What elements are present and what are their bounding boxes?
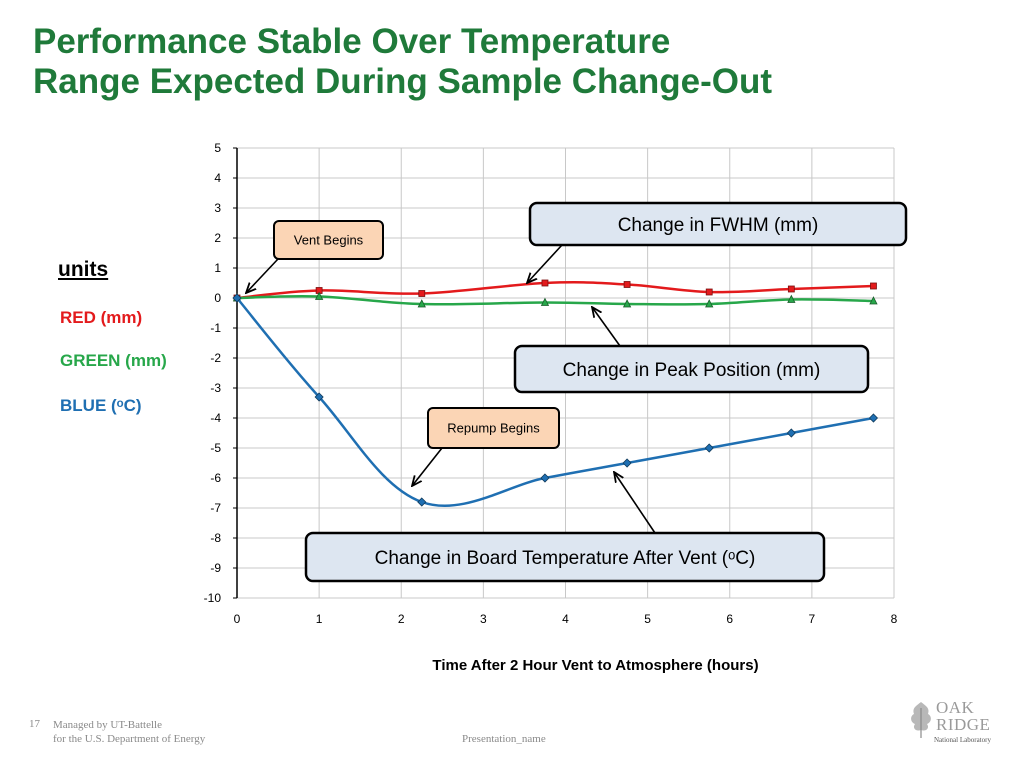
logo-subtitle: National Laboratory xyxy=(934,736,991,744)
x-tick-label: 8 xyxy=(891,612,898,626)
y-tick-label: -2 xyxy=(210,351,221,365)
y-tick-label: 3 xyxy=(214,201,221,215)
callout-box xyxy=(513,344,870,394)
x-tick-label: 1 xyxy=(316,612,323,626)
callout-label: Change in Board Temperature After Vent (… xyxy=(375,548,756,569)
logo-ridge-text: RIDGE xyxy=(936,715,991,734)
y-tick-label: -5 xyxy=(210,441,221,455)
data-point-green xyxy=(314,291,324,300)
callout-box xyxy=(427,407,560,449)
data-point-green xyxy=(417,299,426,308)
callout-label: Repump Begins xyxy=(447,421,540,436)
data-point-red xyxy=(705,288,713,296)
x-tick-label: 3 xyxy=(480,612,487,626)
slide-title-line-2: Range Expected During Sample Change-Out xyxy=(33,62,772,101)
x-tick-label: 5 xyxy=(644,612,651,626)
data-point-red xyxy=(623,281,631,288)
series-line-blue xyxy=(236,297,874,508)
slide-title: Performance Stable Over Temperature Rang… xyxy=(33,22,1013,102)
data-point-green xyxy=(787,294,796,303)
series-line-red xyxy=(236,281,874,300)
callout-arrow xyxy=(592,307,621,347)
footer-line-2: for the U.S. Department of Energy xyxy=(53,733,206,745)
line-chart: 5 4 3 2 1 0 -1 -2 -3 -4 -5 -6 -7 -8 -9 -10 0 1 2 3 4 5 6 7 8 Time… xyxy=(204,141,908,674)
x-axis-label: Time After 2 Hour Vent to Atmosphere (ho… xyxy=(432,657,758,674)
presentation-name: Presentation_name xyxy=(462,733,546,745)
ornl-logo: OAK RIDGE National Laboratory xyxy=(908,698,1008,748)
series-line-green xyxy=(236,294,874,306)
callout-arrow xyxy=(246,258,279,293)
data-point-blue xyxy=(786,428,796,438)
data-point-green xyxy=(705,299,714,308)
callout-arrow xyxy=(527,244,563,283)
y-tick-label: 1 xyxy=(214,261,221,275)
y-tick-label: 2 xyxy=(214,231,221,245)
data-point-green xyxy=(540,297,550,306)
units-heading: units xyxy=(58,258,109,281)
data-point-red xyxy=(418,290,426,297)
data-point-red xyxy=(541,279,549,287)
y-tick-label: 5 xyxy=(214,141,221,155)
y-tick-label: -7 xyxy=(210,501,221,515)
data-point-red xyxy=(787,285,795,293)
y-tick-label: 4 xyxy=(214,171,221,185)
x-tick-label: 2 xyxy=(398,612,405,626)
y-tick-label: -3 xyxy=(210,381,221,395)
callout-box xyxy=(304,531,826,583)
x-tick-label: 4 xyxy=(562,612,569,626)
callout-box xyxy=(528,201,908,247)
oak-leaf-icon xyxy=(911,702,931,738)
units-row-green: GREEN (mm) xyxy=(60,351,167,370)
footer-line-1: Managed by UT-Battelle xyxy=(53,719,162,731)
callout-label: Change in Peak Position (mm) xyxy=(563,360,821,381)
data-point-red xyxy=(870,282,877,290)
data-point-blue xyxy=(232,293,242,303)
x-tick-label: 7 xyxy=(809,612,816,626)
data-point-blue xyxy=(417,497,427,507)
y-tick-label: 0 xyxy=(214,291,221,305)
y-tick-label: -6 xyxy=(210,471,221,485)
callout-box xyxy=(273,220,384,260)
data-point-green xyxy=(622,299,632,308)
y-tick-label: -8 xyxy=(210,531,221,545)
callout-arrow xyxy=(412,447,443,486)
data-point-blue xyxy=(540,473,550,483)
x-tick-label: 0 xyxy=(234,612,241,626)
footer-managed-by: Managed by UT-Battelle for the U.S. Depa… xyxy=(53,718,205,746)
page-number: 17 xyxy=(29,718,40,730)
callout-arrow xyxy=(614,472,656,534)
data-point-blue xyxy=(622,458,632,468)
units-row-red: RED (mm) xyxy=(60,308,143,327)
x-tick-label: 6 xyxy=(726,612,733,626)
units-row-blue: BLUE (ᵒC) xyxy=(60,396,142,415)
slide-title-line-1: Performance Stable Over Temperature xyxy=(33,22,671,61)
y-tick-label: -9 xyxy=(210,561,221,575)
data-point-blue xyxy=(314,392,324,402)
data-point-green xyxy=(869,296,878,305)
callout-label: Vent Begins xyxy=(294,233,364,248)
data-point-blue xyxy=(868,413,879,423)
y-tick-label: -1 xyxy=(210,321,221,335)
logo-oak-text: OAK xyxy=(936,698,975,717)
y-tick-label: -10 xyxy=(204,591,222,605)
callout-label: Change in FWHM (mm) xyxy=(618,215,819,236)
y-tick-label: -4 xyxy=(210,411,221,425)
data-point-blue xyxy=(704,443,714,453)
